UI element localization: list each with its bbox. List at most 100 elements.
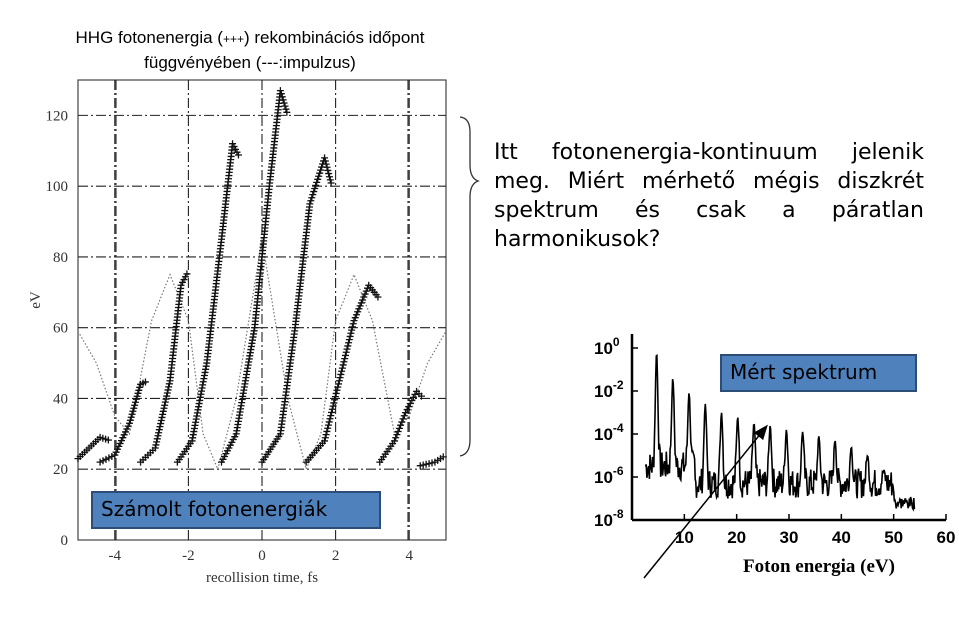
plus-marker (183, 270, 191, 278)
plus-marker (329, 402, 337, 410)
marker-branch (218, 87, 291, 466)
right-ytick-label: 10-6 (594, 464, 624, 487)
plus-marker (308, 194, 316, 202)
plus-marker (323, 163, 331, 171)
right-ytick-exponent: -6 (613, 464, 624, 478)
plus-marker (161, 401, 169, 409)
plus-marker (348, 326, 356, 334)
plus-marker (394, 427, 402, 435)
plus-marker (324, 424, 332, 432)
plus-marker (159, 410, 167, 418)
plus-marker (322, 431, 330, 439)
question-text: Itt fotonenergia-kontinuum jelenik meg. … (494, 140, 924, 252)
computed-energies-label: Számolt fotonenergiák (91, 491, 381, 529)
plus-marker (324, 421, 332, 429)
plus-marker (321, 157, 329, 165)
left-xtick-label: -2 (182, 548, 195, 564)
plus-marker (141, 378, 149, 386)
plus-marker (327, 179, 335, 187)
plus-marker (163, 392, 171, 400)
right-ytick-exponent: 0 (613, 335, 620, 349)
plus-marker (104, 436, 112, 444)
plus-marker (160, 404, 168, 412)
plus-marker (325, 173, 333, 181)
plus-marker (328, 408, 336, 416)
plus-marker (342, 348, 350, 356)
left-ytick-label: 20 (53, 462, 68, 478)
left-ylabel: eV (28, 291, 44, 309)
plus-marker (321, 437, 329, 445)
plus-marker (282, 105, 290, 113)
plus-marker (159, 407, 167, 415)
plus-marker (349, 320, 357, 328)
plus-marker (439, 453, 447, 461)
plus-marker (130, 404, 138, 412)
plus-marker (276, 87, 284, 95)
photon-energy-markers (74, 87, 447, 470)
left-xtick-label: 0 (258, 548, 266, 564)
plus-marker (165, 380, 173, 388)
plus-marker (326, 415, 334, 423)
title-line-2: függvényében (---:impulzus) (144, 53, 356, 72)
plus-marker (345, 336, 353, 344)
plus-marker (153, 438, 161, 446)
plus-marker (135, 386, 143, 394)
plus-marker (165, 383, 173, 391)
plus-marker (280, 99, 288, 107)
plus-marker (278, 93, 286, 101)
plus-marker (157, 416, 165, 424)
plus-marker (392, 434, 400, 442)
right-ytick-exponent: -2 (613, 378, 624, 392)
left-ytick-label: 120 (46, 108, 69, 124)
title-text-1: HHG fotonenergia ( (75, 28, 223, 47)
left-ytick-label: 0 (61, 533, 69, 549)
plus-marker (131, 401, 139, 409)
plus-marker (321, 154, 329, 162)
plus-marker (338, 364, 346, 372)
right-xtick-label: 60 (937, 528, 956, 547)
plus-marker (325, 170, 333, 178)
plus-marker (157, 420, 165, 428)
right-xtick-label: 50 (884, 528, 903, 547)
plus-marker (346, 332, 354, 340)
right-chart: 10 20 30 40 50 60 100 10-2 10-4 10-6 10-8 Foton en… (594, 334, 955, 577)
left-xlabel: recollision time, fs (206, 570, 318, 586)
right-xtick-label: 30 (780, 528, 799, 547)
plus-marker (397, 421, 405, 429)
plus-marker (325, 418, 333, 426)
plus-marker (393, 431, 401, 439)
plus-marker (277, 90, 285, 98)
right-ytick-label: 10-2 (594, 378, 624, 401)
plus-marker (162, 395, 170, 403)
right-ytick-label: 10-4 (594, 421, 624, 444)
plus-marker (136, 383, 144, 391)
plus-marker (395, 424, 403, 432)
plus-marker (332, 389, 340, 397)
right-ytick-exponent: -4 (613, 421, 624, 435)
plus-marker (405, 403, 413, 411)
plus-marker (409, 393, 417, 401)
chart-title: HHG fotonenergia (+++) rekombinációs idő… (20, 26, 480, 75)
plus-marker (330, 399, 338, 407)
plus-marker (399, 415, 407, 423)
measured-spectrum-label: Mért spektrum (720, 354, 917, 392)
plus-marker (152, 441, 160, 449)
plus-marker (408, 396, 416, 404)
plus-marker (344, 342, 352, 350)
plus-marker (128, 410, 136, 418)
right-ytick-exponent: -8 (613, 507, 624, 521)
plus-marker (406, 400, 414, 408)
plus-marker (398, 418, 406, 426)
plus-marker (341, 351, 349, 359)
left-ytick-label: 100 (46, 179, 69, 195)
plus-marker (129, 407, 137, 415)
marker-branch (376, 387, 425, 466)
plus-marker (126, 416, 134, 424)
plus-marker (155, 429, 163, 437)
plus-marker (153, 435, 161, 443)
right-xlabel: Foton energia (eV) (743, 556, 895, 577)
plus-marker (132, 395, 140, 403)
plus-marker (339, 361, 347, 369)
left-xtick-label: -4 (109, 548, 122, 564)
